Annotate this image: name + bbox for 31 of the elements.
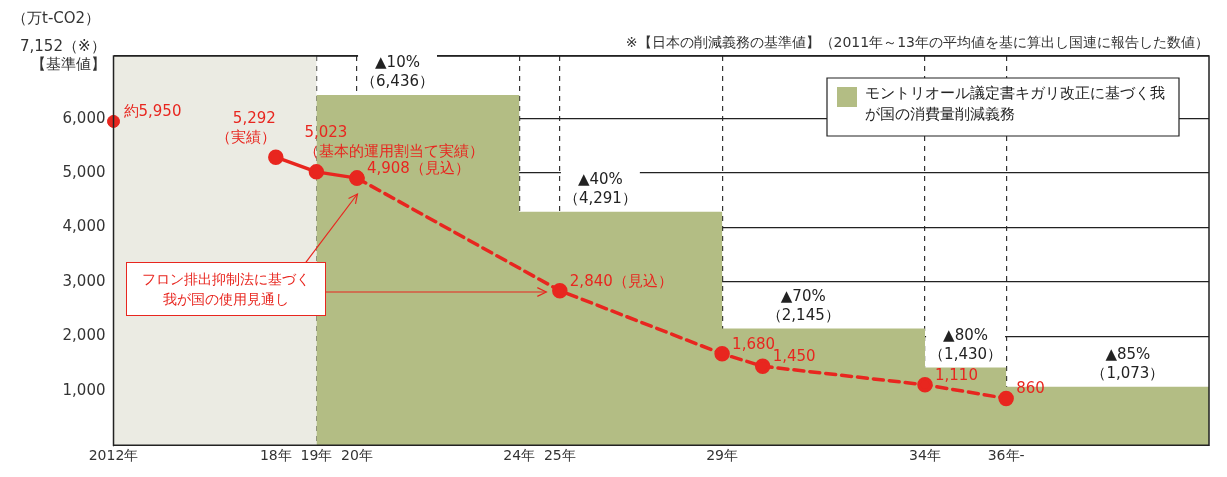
y-tick-label: 5,000	[62, 163, 106, 181]
x-tick-label: 29年	[706, 447, 739, 464]
text: フロン排出抑制法に基づく我が国の使用見通し	[140, 270, 311, 310]
data-label: 1,110	[934, 365, 978, 384]
y-tick-label: 6,000	[62, 108, 106, 127]
x-tick-label: 34年	[909, 447, 941, 464]
y-tick-label: 4,000	[62, 217, 106, 236]
data-label: 1,450	[772, 347, 816, 366]
data-label: ▲10% （6,436）	[361, 53, 434, 91]
data-label: 5,292 （実績）	[215, 108, 276, 146]
x-tick-label: 36年-	[987, 447, 1025, 464]
x-tick-label: 25年	[543, 447, 576, 464]
data-label: ▲70% （2,145）	[766, 286, 840, 324]
data-label: ▲80% （1,430）	[929, 325, 1003, 363]
x-tick-label: 20年	[341, 447, 373, 464]
x-tick-label: 19年	[300, 447, 333, 464]
x-tick-label: 18年	[259, 447, 292, 464]
x-tick-label: 24年	[503, 447, 536, 464]
y-tick-label: 3,000	[62, 271, 106, 290]
y-tick-label: 2,000	[62, 326, 106, 345]
data-label: 2,840（見込）	[569, 271, 673, 290]
data-label: ▲40% （4,291）	[563, 170, 637, 208]
y-tick-label: 1,000	[62, 380, 106, 399]
data-label: 4,908（見込）	[366, 159, 470, 178]
y-tick-label: 7,152（※）【基準値】	[19, 36, 106, 73]
data-label: ▲85% （1,073）	[1091, 345, 1165, 383]
legend-label: モントリオール議定書キガリ改正に基づく我が国の消費量削減義務	[865, 84, 1165, 124]
data-label: 約5,950	[123, 102, 182, 121]
y-axis-title: （万t-CO2）	[12, 9, 101, 28]
x-tick-label: 2012年	[88, 447, 139, 464]
text: ※【日本の削減義務の基準値】（2011年～13年の平均値を基に算出し国連に報告した数値）	[625, 33, 1209, 50]
